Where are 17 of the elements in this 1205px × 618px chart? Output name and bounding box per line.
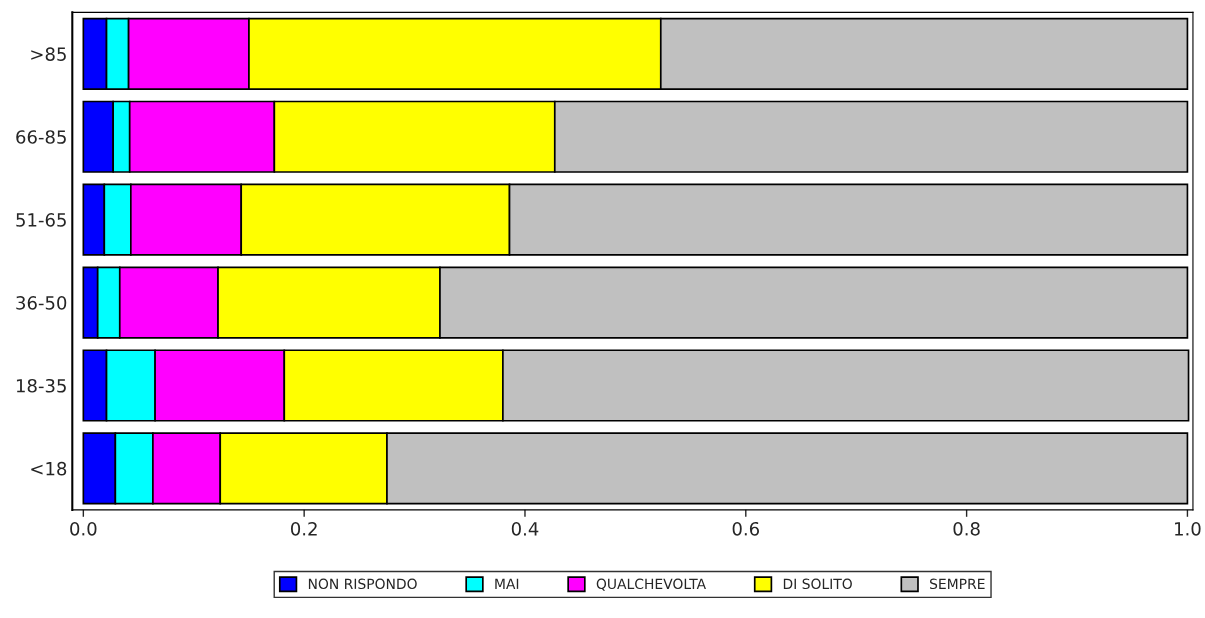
legend-label: MAI xyxy=(495,578,519,589)
x-tick-label: 0.6 xyxy=(732,521,760,536)
x-tick-label: 0.2 xyxy=(290,521,317,536)
y-tick-label: <18 xyxy=(31,461,67,476)
y-tick-label: 51-65 xyxy=(16,213,66,227)
y-tick-label: 18-35 xyxy=(16,378,66,393)
y-tick-label: >85 xyxy=(31,47,66,61)
legend-label: QUALCHEVOLTA xyxy=(596,578,706,591)
legend-label: NON RISPONDO xyxy=(308,578,417,590)
legend-label: SEMPRE xyxy=(930,578,985,590)
x-tick-label: 1.0 xyxy=(1175,521,1201,536)
x-tick-label: 0.0 xyxy=(70,521,97,536)
x-tick-label: 0.8 xyxy=(953,521,980,536)
y-tick-label: 36-50 xyxy=(16,296,67,310)
x-tick-label: 0.4 xyxy=(511,521,539,536)
legend-label: DI SOLITO xyxy=(783,578,852,590)
y-tick-label: 66-85 xyxy=(16,130,66,144)
